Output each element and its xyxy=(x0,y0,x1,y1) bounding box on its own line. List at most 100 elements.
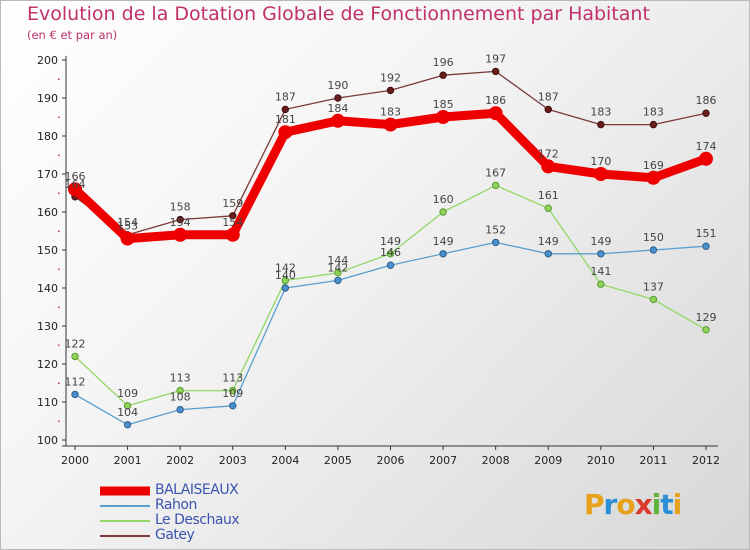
data-label-balaiseaux: 166 xyxy=(65,170,86,183)
data-label-balaiseaux: 153 xyxy=(117,220,138,233)
legend-label-balaiseaux: BALAISEAUX xyxy=(155,482,239,498)
y-tick-label: 170 xyxy=(37,168,58,181)
data-point-le-deschaux xyxy=(229,386,237,395)
data-point-rahon xyxy=(123,421,132,429)
x-tick-label: 2004 xyxy=(271,454,299,467)
logo-letter: o xyxy=(616,488,635,521)
data-point-rahon xyxy=(544,250,552,258)
data-point-rahon xyxy=(229,402,237,410)
legend-swatch-balaiseaux xyxy=(100,486,150,495)
data-point-rahon xyxy=(597,250,605,258)
x-tick-label: 2006 xyxy=(377,454,405,467)
data-point-balaiseaux xyxy=(699,151,713,166)
data-point-balaiseaux xyxy=(225,227,240,242)
data-point-balaiseaux xyxy=(488,106,503,121)
data-label-le-deschaux: 144 xyxy=(327,254,348,267)
x-tick-label: 2003 xyxy=(219,454,247,467)
legend-label-gatey: Gatey xyxy=(155,527,195,543)
logo-letter: i xyxy=(672,488,683,521)
data-label-rahon: 108 xyxy=(170,391,191,404)
data-point-gatey xyxy=(229,212,237,220)
data-label-rahon: 152 xyxy=(485,223,506,236)
data-label-le-deschaux: 149 xyxy=(380,235,401,248)
x-tick-label: 2011 xyxy=(639,454,667,467)
y-tick-label: 130 xyxy=(37,320,58,333)
data-point-rahon xyxy=(491,238,500,247)
data-label-gatey: 197 xyxy=(485,52,506,65)
data-point-rahon xyxy=(334,276,342,285)
data-label-le-deschaux: 141 xyxy=(590,265,611,278)
data-point-balaiseaux xyxy=(436,110,451,124)
data-label-gatey: 183 xyxy=(643,106,664,119)
y-tick-label: 190 xyxy=(37,92,58,105)
y-tick-label: 140 xyxy=(37,282,58,295)
data-label-rahon: 109 xyxy=(222,387,243,400)
data-label-balaiseaux: 170 xyxy=(590,155,611,168)
data-point-rahon xyxy=(281,284,290,292)
data-point-rahon xyxy=(71,390,79,399)
proxiti-logo: Proxiti xyxy=(584,488,683,521)
data-label-gatey: 158 xyxy=(170,201,191,214)
logo-letter: P xyxy=(584,488,605,521)
data-label-rahon: 149 xyxy=(590,235,611,248)
data-point-le-deschaux xyxy=(439,208,447,216)
data-point-le-deschaux xyxy=(176,386,184,395)
chart-subtitle: (en € et par an) xyxy=(27,28,118,42)
data-label-gatey: 187 xyxy=(538,90,559,103)
data-label-le-deschaux: 167 xyxy=(485,166,506,179)
x-tick-label: 2002 xyxy=(166,454,194,467)
data-point-gatey xyxy=(386,86,395,95)
data-label-balaiseaux: 154 xyxy=(222,216,243,229)
data-point-le-deschaux xyxy=(491,181,500,190)
data-point-balaiseaux xyxy=(330,113,345,128)
data-point-balaiseaux xyxy=(593,167,608,181)
data-label-balaiseaux: 174 xyxy=(696,140,717,153)
y-minor-tick xyxy=(58,268,60,270)
y-minor-tick xyxy=(58,420,60,422)
legend-label-rahon: Rahon xyxy=(155,497,197,513)
data-point-le-deschaux xyxy=(71,352,79,361)
y-tick-label: 180 xyxy=(37,130,58,143)
data-label-rahon: 140 xyxy=(275,269,296,282)
data-point-balaiseaux xyxy=(173,227,188,242)
data-label-le-deschaux: 122 xyxy=(65,337,86,350)
x-tick-label: 2010 xyxy=(587,454,615,467)
data-label-le-deschaux: 160 xyxy=(433,193,454,206)
y-tick-label: 120 xyxy=(37,358,58,371)
data-label-le-deschaux: 113 xyxy=(170,372,191,385)
y-tick-label: 160 xyxy=(37,206,58,219)
y-minor-tick xyxy=(58,78,60,80)
data-label-le-deschaux: 109 xyxy=(117,387,138,400)
data-point-gatey xyxy=(491,67,500,76)
data-point-le-deschaux xyxy=(123,402,132,410)
data-point-gatey xyxy=(702,109,710,117)
data-point-le-deschaux xyxy=(649,295,658,304)
chart-title: Evolution de la Dotation Globale de Fonc… xyxy=(27,3,650,25)
data-point-rahon xyxy=(649,246,658,254)
data-point-gatey xyxy=(334,94,342,102)
data-point-le-deschaux xyxy=(281,276,290,285)
data-point-balaiseaux xyxy=(541,159,556,174)
data-point-gatey xyxy=(281,105,290,114)
legend-swatch-rahon xyxy=(100,504,150,507)
data-point-gatey xyxy=(544,105,552,114)
data-label-gatey: 192 xyxy=(380,71,401,84)
data-point-balaiseaux xyxy=(120,231,135,246)
data-point-rahon xyxy=(439,250,447,258)
data-label-gatey: 164 xyxy=(65,178,86,191)
y-minor-tick xyxy=(58,306,60,308)
data-label-rahon: 142 xyxy=(327,261,348,274)
data-point-le-deschaux xyxy=(386,250,395,258)
data-point-balaiseaux xyxy=(68,182,82,197)
data-label-le-deschaux: 129 xyxy=(696,311,717,324)
x-tick-label: 2008 xyxy=(482,454,510,467)
y-minor-tick xyxy=(58,382,60,384)
data-label-rahon: 104 xyxy=(117,406,138,419)
legend-swatch-le-deschaux xyxy=(100,519,150,522)
data-label-gatey: 196 xyxy=(433,56,454,69)
data-label-balaiseaux: 169 xyxy=(643,159,664,172)
data-label-gatey: 187 xyxy=(275,90,296,103)
data-point-gatey xyxy=(176,215,184,224)
